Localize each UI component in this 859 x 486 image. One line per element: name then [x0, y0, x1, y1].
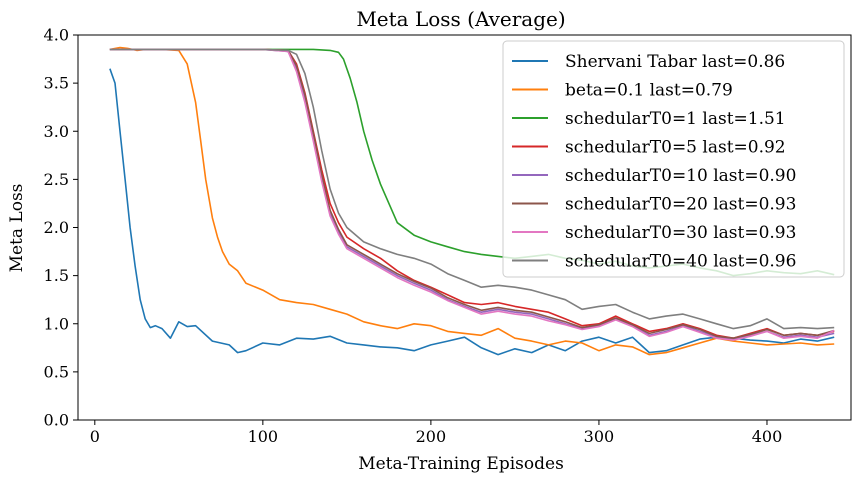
legend-label: schedularT0=30 last=0.93: [565, 223, 796, 243]
x-tick-label: 300: [584, 427, 615, 446]
legend-label: beta=0.1 last=0.79: [565, 81, 733, 101]
legend-box: [502, 40, 845, 278]
series-line-6: [109, 48, 835, 341]
series-line-1: [109, 46, 835, 356]
legend-label: schedularT0=5 last=0.92: [565, 138, 786, 158]
legend-label: schedularT0=10 last=0.90: [565, 166, 796, 186]
x-tick-label: 0: [90, 427, 100, 446]
y-tick-label: 2.5: [44, 170, 69, 189]
legend-label: schedularT0=20 last=0.93: [565, 195, 796, 215]
x-tick-label: 200: [416, 427, 447, 446]
series-line-5: [109, 48, 835, 339]
series-line-0: [109, 68, 835, 356]
y-axis-ticks: 0.0 0.5 1.0 1.5 2.0 2.5 3.0 3.5 4.0: [44, 26, 78, 430]
y-tick-label: 0.5: [44, 362, 69, 381]
y-axis-label: Meta Loss: [7, 184, 27, 273]
y-tick-label: 0.0: [44, 411, 69, 430]
y-tick-label: 3.0: [44, 122, 69, 141]
legend-label: schedularT0=40 last=0.96: [565, 252, 796, 272]
y-tick-label: 2.0: [44, 218, 69, 237]
legend: Shervani Tabar last=0.86 beta=0.1 last=0.…: [502, 40, 845, 278]
legend-label: Shervani Tabar last=0.86: [565, 52, 785, 72]
chart-title: Meta Loss (Average): [356, 7, 565, 31]
legend-label: schedularT0=1 last=1.51: [565, 109, 786, 129]
x-axis-ticks: 0 100 200 300 400: [90, 420, 783, 446]
y-tick-label: 1.0: [44, 314, 69, 333]
y-tick-label: 4.0: [44, 26, 69, 45]
x-tick-label: 100: [248, 427, 279, 446]
series-line-7: [109, 48, 835, 330]
y-tick-label: 1.5: [44, 266, 69, 285]
x-axis-label: Meta-Training Episodes: [358, 454, 564, 474]
x-tick-label: 400: [752, 427, 783, 446]
y-tick-label: 3.5: [44, 74, 69, 93]
